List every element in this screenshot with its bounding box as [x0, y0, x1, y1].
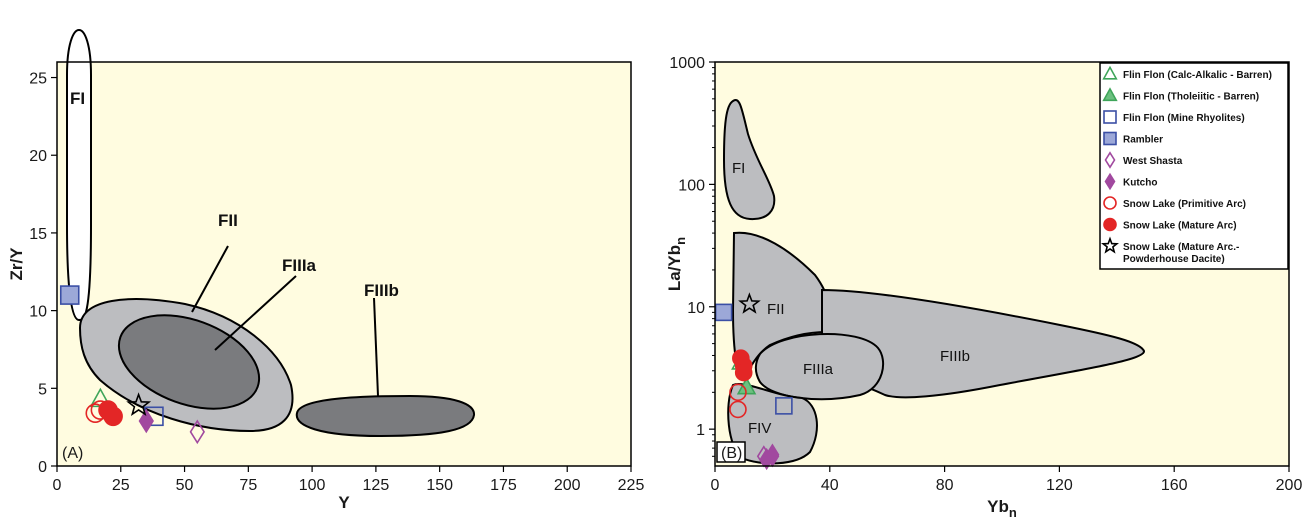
data-point-star-open-black [738, 292, 761, 314]
x-tick-label: 225 [618, 477, 645, 494]
field-label-fi: FI [732, 160, 745, 177]
x-tick-label: 0 [53, 477, 62, 494]
leader-fiiib [373, 297, 379, 397]
legend-label: Kutcho [1123, 178, 1157, 189]
data-point-diamond-open-purple [189, 419, 206, 445]
legend-label: Snow Lake (Primitive Arc) [1123, 199, 1246, 210]
legend-icon-diamond-filled-purple [1104, 172, 1116, 191]
x-tick-label: 40 [821, 477, 839, 494]
data-point-circle-filled-red [103, 406, 123, 427]
x-tick-label: 200 [1276, 477, 1303, 494]
panel-a-label: (A) [62, 445, 83, 462]
panel-a-frame [56, 61, 632, 467]
x-tick-label: 175 [490, 477, 517, 494]
legend-label: Rambler [1123, 135, 1163, 146]
data-point-circle-filled-red [734, 363, 753, 382]
panel-b: FI FII FIIIa FIIIb FIV 0 40 80 120 160 200 1 10… [665, 55, 1302, 520]
panel-b-label: (B) [721, 445, 742, 462]
field-fiv [727, 383, 818, 465]
panel-a-points [59, 285, 206, 445]
legend-icon-circle-open-red [1103, 196, 1117, 210]
y-tick-label: 0 [38, 459, 47, 476]
field-fiiia [754, 333, 885, 401]
legend-icon-triangle-filled-green [1102, 87, 1118, 102]
y-tick-label: 5 [38, 381, 47, 398]
data-point-circle-open-red [729, 400, 747, 419]
legend-icon-triangle-open-green [1102, 65, 1118, 80]
x-tick-label: 120 [1046, 477, 1073, 494]
y-axis-label-main: La/Yb [665, 245, 684, 291]
x-tick-label: 150 [426, 477, 453, 494]
x-tick-label: 160 [1161, 477, 1188, 494]
x-axis-label-subscript: n [1009, 505, 1017, 520]
x-tick-label: 25 [112, 477, 130, 494]
field-fi [722, 98, 776, 221]
field-fiiib [295, 394, 475, 438]
y-axis-label-subscript: n [673, 237, 688, 245]
legend-label: West Shasta [1123, 156, 1183, 167]
y-tick-label: 25 [29, 71, 47, 88]
x-tick-label: 200 [554, 477, 581, 494]
y-tick-label: 10 [29, 304, 47, 321]
legend-label: Powderhouse Dacite) [1123, 254, 1225, 265]
legend-icon-square-open-blue [1103, 110, 1117, 124]
y-tick-label: 1000 [669, 55, 705, 72]
legend-label: Snow Lake (Mature Arc) [1123, 221, 1237, 232]
legend-icon-star-open-black [1101, 236, 1119, 254]
legend-icon-diamond-open-purple [1104, 151, 1116, 169]
legend-icon-circle-filled-red [1103, 217, 1117, 232]
field-label-fiiia: FIIIa [282, 256, 317, 275]
x-tick-label: 75 [239, 477, 257, 494]
leader-fiiia [214, 275, 297, 351]
legend-icon-square-filled-blue [1103, 131, 1117, 146]
x-axis-label-main: Yb [987, 497, 1009, 516]
x-tick-label: 0 [711, 477, 720, 494]
data-point-circle-open-red [729, 383, 747, 402]
data-point-square-open-blue [775, 397, 793, 415]
field-fiiia [117, 314, 261, 410]
data-point-square-filled-blue [59, 285, 80, 305]
panel-a-y-axis-label: Zr/Y [7, 247, 26, 281]
x-tick-label: 80 [936, 477, 954, 494]
panel-b-points [714, 292, 793, 471]
field-label-fiiib: FIIIb [940, 348, 970, 365]
field-label-fii: FII [767, 301, 785, 318]
legend-label: Flin Flon (Tholeiitic - Barren) [1123, 92, 1259, 103]
leader-fii [191, 245, 229, 313]
y-tick-label: 1 [696, 422, 705, 439]
y-tick-label: 15 [29, 226, 47, 243]
data-point-square-filled-blue [714, 303, 733, 322]
y-tick-label: 20 [29, 148, 47, 165]
legend-label: Snow Lake (Mature Arc.- [1123, 242, 1239, 253]
panel-b-y-axis-label: La/Ybn [665, 237, 688, 291]
panel-a: FI FII FIIIa FIIIb 0 25 50 75 100 125 150 175 20… [7, 29, 644, 512]
panel-a-axes: 0 25 50 75 100 125 150 175 200 225 0 5 10 15 20 25 [29, 71, 644, 494]
field-label-fi: FI [70, 89, 85, 108]
legend: Flin Flon (Calc-Alkalic - Barren) Flin Fl… [1099, 62, 1289, 270]
field-fiiib [821, 288, 1145, 399]
legend-box [1099, 62, 1289, 270]
y-tick-label: 100 [678, 177, 705, 194]
panel-b-label-box [716, 441, 746, 463]
x-tick-label: 125 [363, 477, 390, 494]
y-tick-label: 10 [687, 300, 705, 317]
panel-b-frame [714, 61, 1290, 467]
field-fi [66, 29, 92, 322]
x-tick-label: 100 [299, 477, 326, 494]
data-point-star-open-black [126, 392, 152, 416]
field-label-fiv: FIV [748, 420, 771, 437]
panel-a-x-axis-label: Y [338, 493, 350, 512]
x-tick-label: 50 [176, 477, 194, 494]
field-label-fiiib: FIIIb [364, 281, 399, 300]
legend-label: Flin Flon (Calc-Alkalic - Barren) [1123, 70, 1272, 81]
panel-b-axes: 0 40 80 120 160 200 1 10 100 1000 [669, 55, 1302, 494]
legend-label: Flin Flon (Mine Rhyolites) [1123, 113, 1245, 124]
panel-b-x-axis-label: Ybn [987, 497, 1017, 520]
field-label-fiiia: FIIIa [803, 361, 834, 378]
data-point-diamond-filled-purple [138, 408, 154, 434]
field-label-fii: FII [218, 211, 238, 230]
